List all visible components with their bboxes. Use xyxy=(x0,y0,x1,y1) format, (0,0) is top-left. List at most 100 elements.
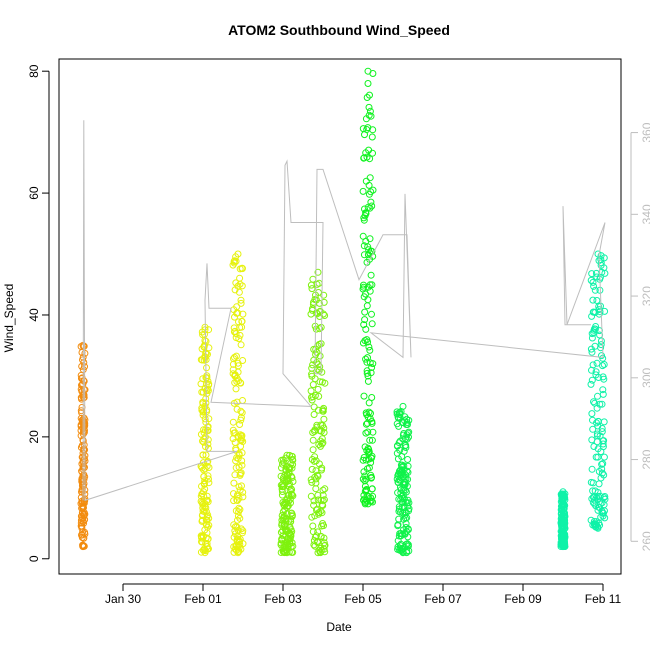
data-point xyxy=(367,459,375,467)
data-point xyxy=(320,404,328,412)
data-point xyxy=(203,462,211,470)
data-point xyxy=(360,392,368,400)
data-point xyxy=(235,377,243,385)
data-point xyxy=(320,545,328,553)
data-point xyxy=(81,530,89,538)
data-point xyxy=(365,449,372,456)
data-point xyxy=(320,522,327,530)
data-point xyxy=(403,482,411,490)
data-point xyxy=(204,511,212,519)
data-point xyxy=(365,181,373,189)
data-point xyxy=(561,538,568,546)
data-point xyxy=(80,441,88,449)
data-point xyxy=(198,345,206,353)
data-point xyxy=(364,428,372,436)
data-point xyxy=(287,499,294,507)
data-point xyxy=(396,446,404,454)
data-point xyxy=(596,492,604,500)
data-point xyxy=(199,459,207,467)
data-point xyxy=(598,400,606,408)
data-point xyxy=(288,491,296,499)
data-point xyxy=(203,496,211,504)
data-point xyxy=(600,437,608,445)
data-point xyxy=(288,474,296,482)
data-point xyxy=(369,492,377,500)
plot-frame xyxy=(58,58,622,575)
data-point xyxy=(369,360,377,368)
data-point xyxy=(368,133,376,141)
data-point xyxy=(397,532,405,540)
data-point xyxy=(238,461,246,469)
data-point xyxy=(592,368,600,376)
data-point xyxy=(316,352,324,360)
data-point xyxy=(235,547,243,555)
data-point xyxy=(318,440,326,448)
data-point xyxy=(589,278,597,286)
data-point xyxy=(315,392,323,400)
x-tick-label: Jan 30 xyxy=(105,592,141,606)
data-point xyxy=(403,467,411,475)
data-point xyxy=(236,274,244,282)
data-point xyxy=(319,407,327,415)
data-point xyxy=(309,446,317,454)
data-point xyxy=(593,419,600,427)
data-point xyxy=(395,439,403,447)
data-point xyxy=(315,460,323,468)
data-point xyxy=(368,364,376,371)
data-point xyxy=(201,415,209,423)
data-point xyxy=(601,495,609,503)
data-point xyxy=(314,491,322,499)
data-point xyxy=(367,112,375,120)
data-point xyxy=(364,413,372,421)
data-point xyxy=(590,398,597,406)
data-point xyxy=(599,440,607,448)
data-point xyxy=(405,416,413,424)
data-point xyxy=(599,362,606,370)
data-point xyxy=(368,473,375,481)
data-point xyxy=(359,187,367,195)
x-tick-label: Feb 07 xyxy=(424,592,462,606)
data-point xyxy=(369,186,377,194)
data-point xyxy=(589,361,597,369)
data-point xyxy=(561,519,569,527)
data-point xyxy=(360,283,368,291)
data-point xyxy=(601,269,609,277)
data-point xyxy=(234,516,241,524)
y2-tick-label: 360 xyxy=(640,122,650,142)
series-4 xyxy=(359,67,377,508)
y2-tick-label: 280 xyxy=(640,449,650,469)
x-tick-label: Feb 05 xyxy=(344,592,382,606)
data-point xyxy=(205,521,213,529)
data-point xyxy=(368,485,376,493)
y2-tick-label: 260 xyxy=(640,531,650,551)
x-axis-label: Date xyxy=(326,620,352,634)
data-point xyxy=(395,409,403,417)
data-point xyxy=(308,478,316,486)
data-point xyxy=(203,364,210,372)
data-point xyxy=(598,425,606,432)
data-point xyxy=(561,513,569,520)
data-point xyxy=(364,80,372,87)
data-point xyxy=(594,392,601,400)
data-point xyxy=(395,422,403,430)
series-5 xyxy=(393,402,413,557)
data-point xyxy=(590,329,598,337)
series-6 xyxy=(557,250,609,551)
data-point xyxy=(594,453,602,461)
data-point xyxy=(312,325,320,333)
data-point xyxy=(404,526,412,534)
data-point xyxy=(395,515,403,523)
data-point xyxy=(594,418,602,425)
data-point xyxy=(199,451,207,459)
data-point xyxy=(399,402,407,410)
data-point xyxy=(237,414,245,422)
data-point xyxy=(319,491,327,499)
data-point xyxy=(204,440,212,448)
data-point xyxy=(238,436,245,444)
data-point xyxy=(362,325,370,333)
data-point xyxy=(239,540,247,548)
data-point xyxy=(80,499,88,507)
data-point xyxy=(237,296,245,304)
data-point xyxy=(234,309,242,317)
data-point xyxy=(368,310,375,318)
